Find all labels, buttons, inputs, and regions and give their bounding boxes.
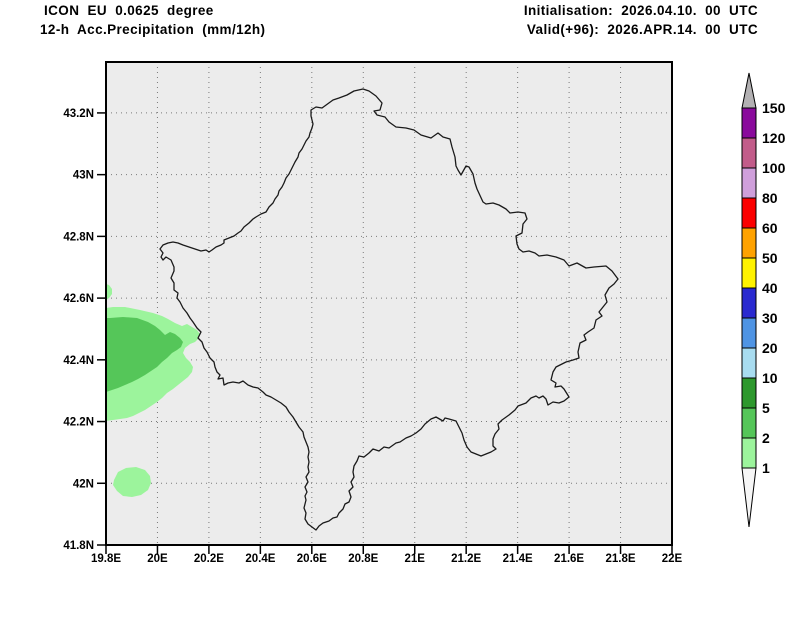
colorbar-label: 60 — [762, 220, 778, 236]
precip-region — [106, 317, 183, 392]
x-tick-label: 20.4E — [245, 553, 275, 565]
x-tick-label: 19.8E — [91, 553, 121, 565]
colorbar-segment — [741, 257, 757, 289]
colorbar-segment — [741, 377, 757, 409]
x-tick-label: 21.2E — [451, 553, 481, 565]
y-tick-label: 42N — [73, 478, 94, 490]
x-tick-label: 21.8E — [606, 553, 636, 565]
colorbar-label: 100 — [762, 160, 786, 176]
y-tick-label: 42.8N — [63, 231, 94, 243]
colorbar-segment — [741, 107, 757, 139]
colorbar-segment — [741, 287, 757, 319]
product-title: 12-h Acc.Precipitation (mm/12h) — [40, 22, 266, 37]
colorbar-label: 40 — [762, 280, 778, 296]
colorbar-label: 50 — [762, 250, 778, 266]
map-frame — [105, 61, 673, 546]
colorbar-segment — [741, 407, 757, 439]
country-outline — [159, 88, 619, 531]
x-tick-label: 22E — [662, 553, 683, 565]
x-tick-label: 21.4E — [503, 553, 533, 565]
colorbar-segment — [741, 197, 757, 229]
y-tick-label: 42.2N — [63, 417, 94, 429]
x-tick-label: 20E — [147, 553, 168, 565]
colorbar-label: 5 — [762, 400, 770, 416]
map-area — [106, 62, 672, 545]
colorbar-label: 20 — [762, 340, 778, 356]
colorbar-segment — [741, 347, 757, 379]
x-tick-label: 20.6E — [297, 553, 327, 565]
colorbar-over-arrow — [741, 72, 757, 109]
x-tick-label: 21.6E — [554, 553, 584, 565]
x-tick-label: 20.8E — [348, 553, 378, 565]
y-tick-label: 43N — [73, 170, 94, 182]
colorbar-label: 150 — [762, 100, 786, 116]
valid-time: Valid(+96): 2026.APR.14. 00 UTC — [526, 22, 758, 37]
precip-region — [106, 284, 112, 300]
init-time: Initialisation: 2026.04.10. 00 UTC — [523, 3, 758, 18]
x-tick-label: 20.2E — [194, 553, 224, 565]
colorbar-label: 80 — [762, 190, 778, 206]
colorbar-label: 10 — [762, 370, 778, 386]
y-tick-label: 41.8N — [63, 540, 94, 552]
model-title: ICON EU 0.0625 degree — [44, 3, 214, 18]
colorbar-label: 1 — [762, 460, 770, 476]
colorbar-under-arrow — [741, 467, 757, 528]
colorbar-segment — [741, 227, 757, 259]
colorbar-segment — [741, 167, 757, 199]
colorbar-segment — [741, 317, 757, 349]
colorbar-segment — [741, 437, 757, 469]
y-tick-label: 43.2N — [63, 108, 94, 120]
y-tick-label: 42.6N — [63, 293, 94, 305]
precip-region — [113, 467, 151, 497]
y-tick-label: 42.4N — [63, 355, 94, 367]
colorbar-segment — [741, 137, 757, 169]
x-tick-label: 21E — [404, 553, 425, 565]
colorbar-label: 30 — [762, 310, 778, 326]
colorbar-label: 120 — [762, 130, 786, 146]
colorbar-label: 2 — [762, 430, 770, 446]
